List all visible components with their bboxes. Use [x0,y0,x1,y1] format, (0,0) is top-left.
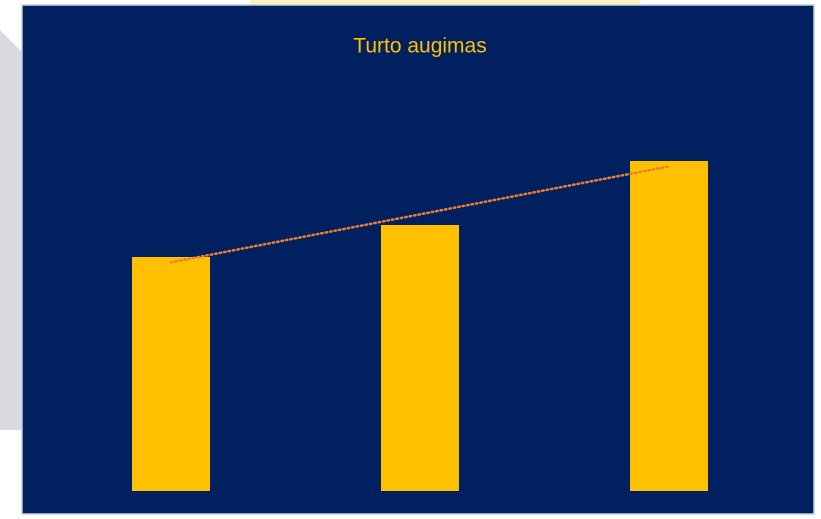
bar [132,257,210,491]
chart-title: Turto augimas [353,35,486,58]
bar [381,225,459,491]
bar [630,161,708,491]
trendline [169,165,671,264]
top-strip [250,0,640,6]
